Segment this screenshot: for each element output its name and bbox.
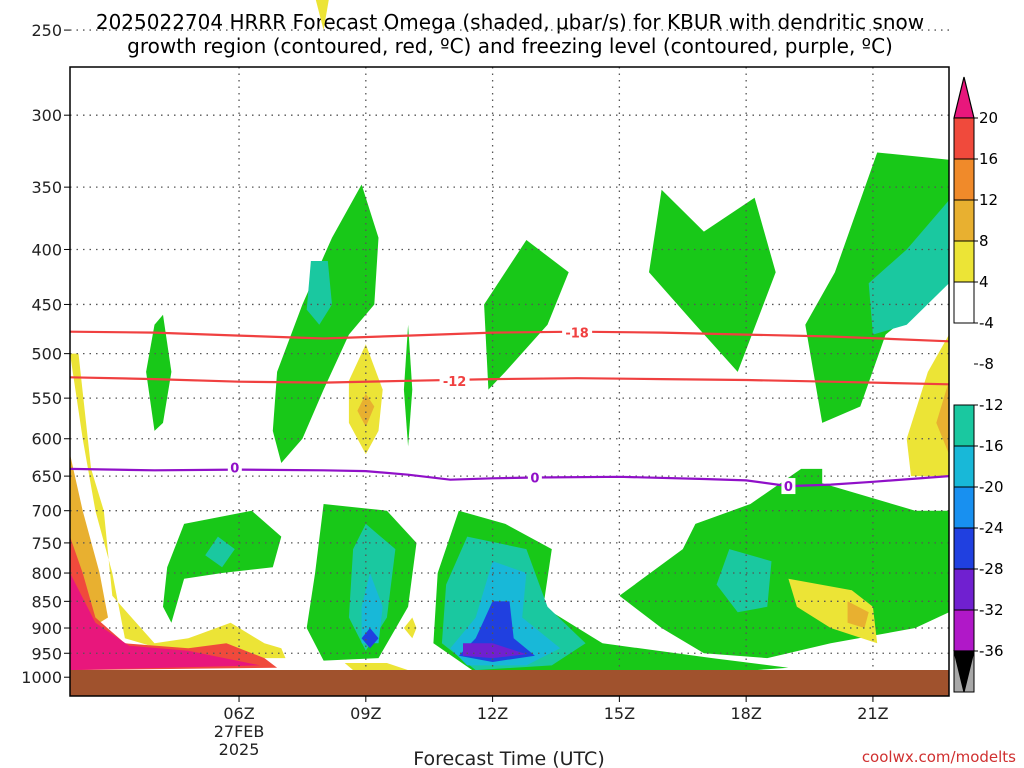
y-axis-pressure: 250 300 350 400 450 500 550 600 650 700 750 800 850 9… [21,21,70,687]
contour-line-0 [69,330,950,343]
credit-text: coolwx.com/modelts [862,748,1016,766]
colorbar-tick-label-1: 16 [979,150,998,168]
y-tick-label-950: 950 [31,644,62,663]
grid-lines [70,29,949,696]
omega-region-1 [306,261,332,325]
omega-region-20 [716,549,772,613]
omega-region-32 [403,617,417,639]
omega-region-5 [649,189,776,372]
colorbar-bin-1 [953,117,975,160]
y-tick-label-700: 700 [31,502,62,521]
colorbar-tick-label-7: -12 [979,396,1004,414]
plot-frame [69,66,950,697]
omega-region-18 [463,643,527,659]
colorbar-tick-label-12: -32 [979,601,1004,619]
colorbar-tick-label-2: 12 [979,191,998,209]
colorbar-tick-label-6: -8 [979,355,994,373]
y-tick-label-850: 850 [31,592,62,611]
colorbar-bin-7 [953,404,975,447]
colorbar-arrow-top [953,76,975,119]
omega-region-27 [315,0,329,31]
y-tick-label-1000: 1000 [21,668,62,687]
x-tick-label-21Z: 21Z [857,704,888,723]
credit-link[interactable]: coolwx.com/modelts [862,748,1016,766]
colorbar-tick-label-4: 4 [979,273,989,291]
colorbar-tick-label-11: -28 [979,560,1004,578]
plot-area: -18 -12 0 0 0 [69,0,950,697]
x-tick-sublabel-27FEB: 27FEB [214,722,265,741]
x-tick-sublabel-2025: 2025 [219,740,260,759]
y-tick-label-450: 450 [31,295,62,314]
x-tick-label-09Z: 09Z [350,704,381,723]
y-tick-label-500: 500 [31,345,62,364]
y-tick-label-250: 250 [31,21,62,40]
contour-label-3: 0 [530,472,539,487]
y-tick-label-650: 650 [31,467,62,486]
omega-region-28 [906,334,949,477]
colorbar-bin-8 [953,445,975,488]
contour-label-bg-1 [439,372,470,389]
colorbar-bin-10 [953,527,975,570]
terrain-ground [70,670,949,696]
contour-label-0: -18 [565,327,589,342]
omega-region-13 [361,628,379,649]
contour-line-1 [69,376,950,386]
y-tick-label-300: 300 [31,106,62,125]
colorbar-bin-5 [953,281,975,324]
colorbar-tick-label-3: 8 [979,232,989,250]
contour-line-2 [69,467,950,488]
contour-label-4: 0 [784,480,793,495]
omega-region-4 [484,240,569,390]
contour-label-1: -12 [443,375,467,390]
colorbar-tick-label-8: -16 [979,437,1004,455]
x-tick-label-06Z: 06Z [223,704,254,723]
omega-region-24 [70,573,261,671]
colorbar-tick-label-5: -4 [979,314,994,332]
colorbar-tick-label-0: 20 [979,109,998,127]
omega-region-7 [868,200,949,335]
y-tick-label-800: 800 [31,564,62,583]
chart-title-line-2: growth region (contoured, red, ºC) and f… [127,34,893,58]
colorbar-tick-label-9: -20 [979,478,1004,496]
colorbar-tick-label-10: -24 [979,519,1004,537]
y-tick-label-400: 400 [31,240,62,259]
x-tick-label-18Z: 18Z [730,704,761,723]
colorbar-tick-label-13: -36 [979,642,1004,660]
colorbar-bin-12 [953,609,975,652]
omega-region-3 [403,324,413,447]
y-tick-label-750: 750 [31,534,62,553]
contour-label-bg-3 [527,469,542,486]
colorbar-bin-9 [953,486,975,529]
omega-region-12 [361,573,383,644]
colorbar-bin-4 [953,240,975,283]
colorbar-bin-3 [953,199,975,242]
contour-label-bg-4 [781,478,796,495]
omega-region-2 [146,314,172,431]
y-tick-label-350: 350 [31,178,62,197]
colorbar-bin-11 [953,568,975,611]
contour-label-2: 0 [230,461,239,476]
contour-lines: -18 -12 0 0 0 [69,324,950,495]
x-tick-label-12Z: 12Z [477,704,508,723]
omega-region-31 [847,601,869,628]
omega-region-33 [344,663,409,671]
x-tick-label-15Z: 15Z [604,704,635,723]
x-axis-title: Forecast Time (UTC) [413,748,604,768]
omega-region-9 [205,536,235,568]
omega-shading [70,0,949,673]
omega-region-0 [272,184,379,463]
y-tick-label-600: 600 [31,430,62,449]
omega-region-26 [357,393,375,427]
y-tick-label-550: 550 [31,389,62,408]
colorbar-arrow-bottom [953,650,975,693]
omega-region-29 [936,380,949,455]
y-tick-label-900: 900 [31,619,62,638]
contour-label-bg-2 [227,459,242,476]
colorbar-legend: 20 16 12 8 4 -4 -8 -12 -16 -20 -24 -28 -32 -36 [953,76,1004,693]
colorbar-bin-2 [953,158,975,201]
omega-region-30 [788,578,878,644]
contour-label-bg-0 [562,324,593,341]
